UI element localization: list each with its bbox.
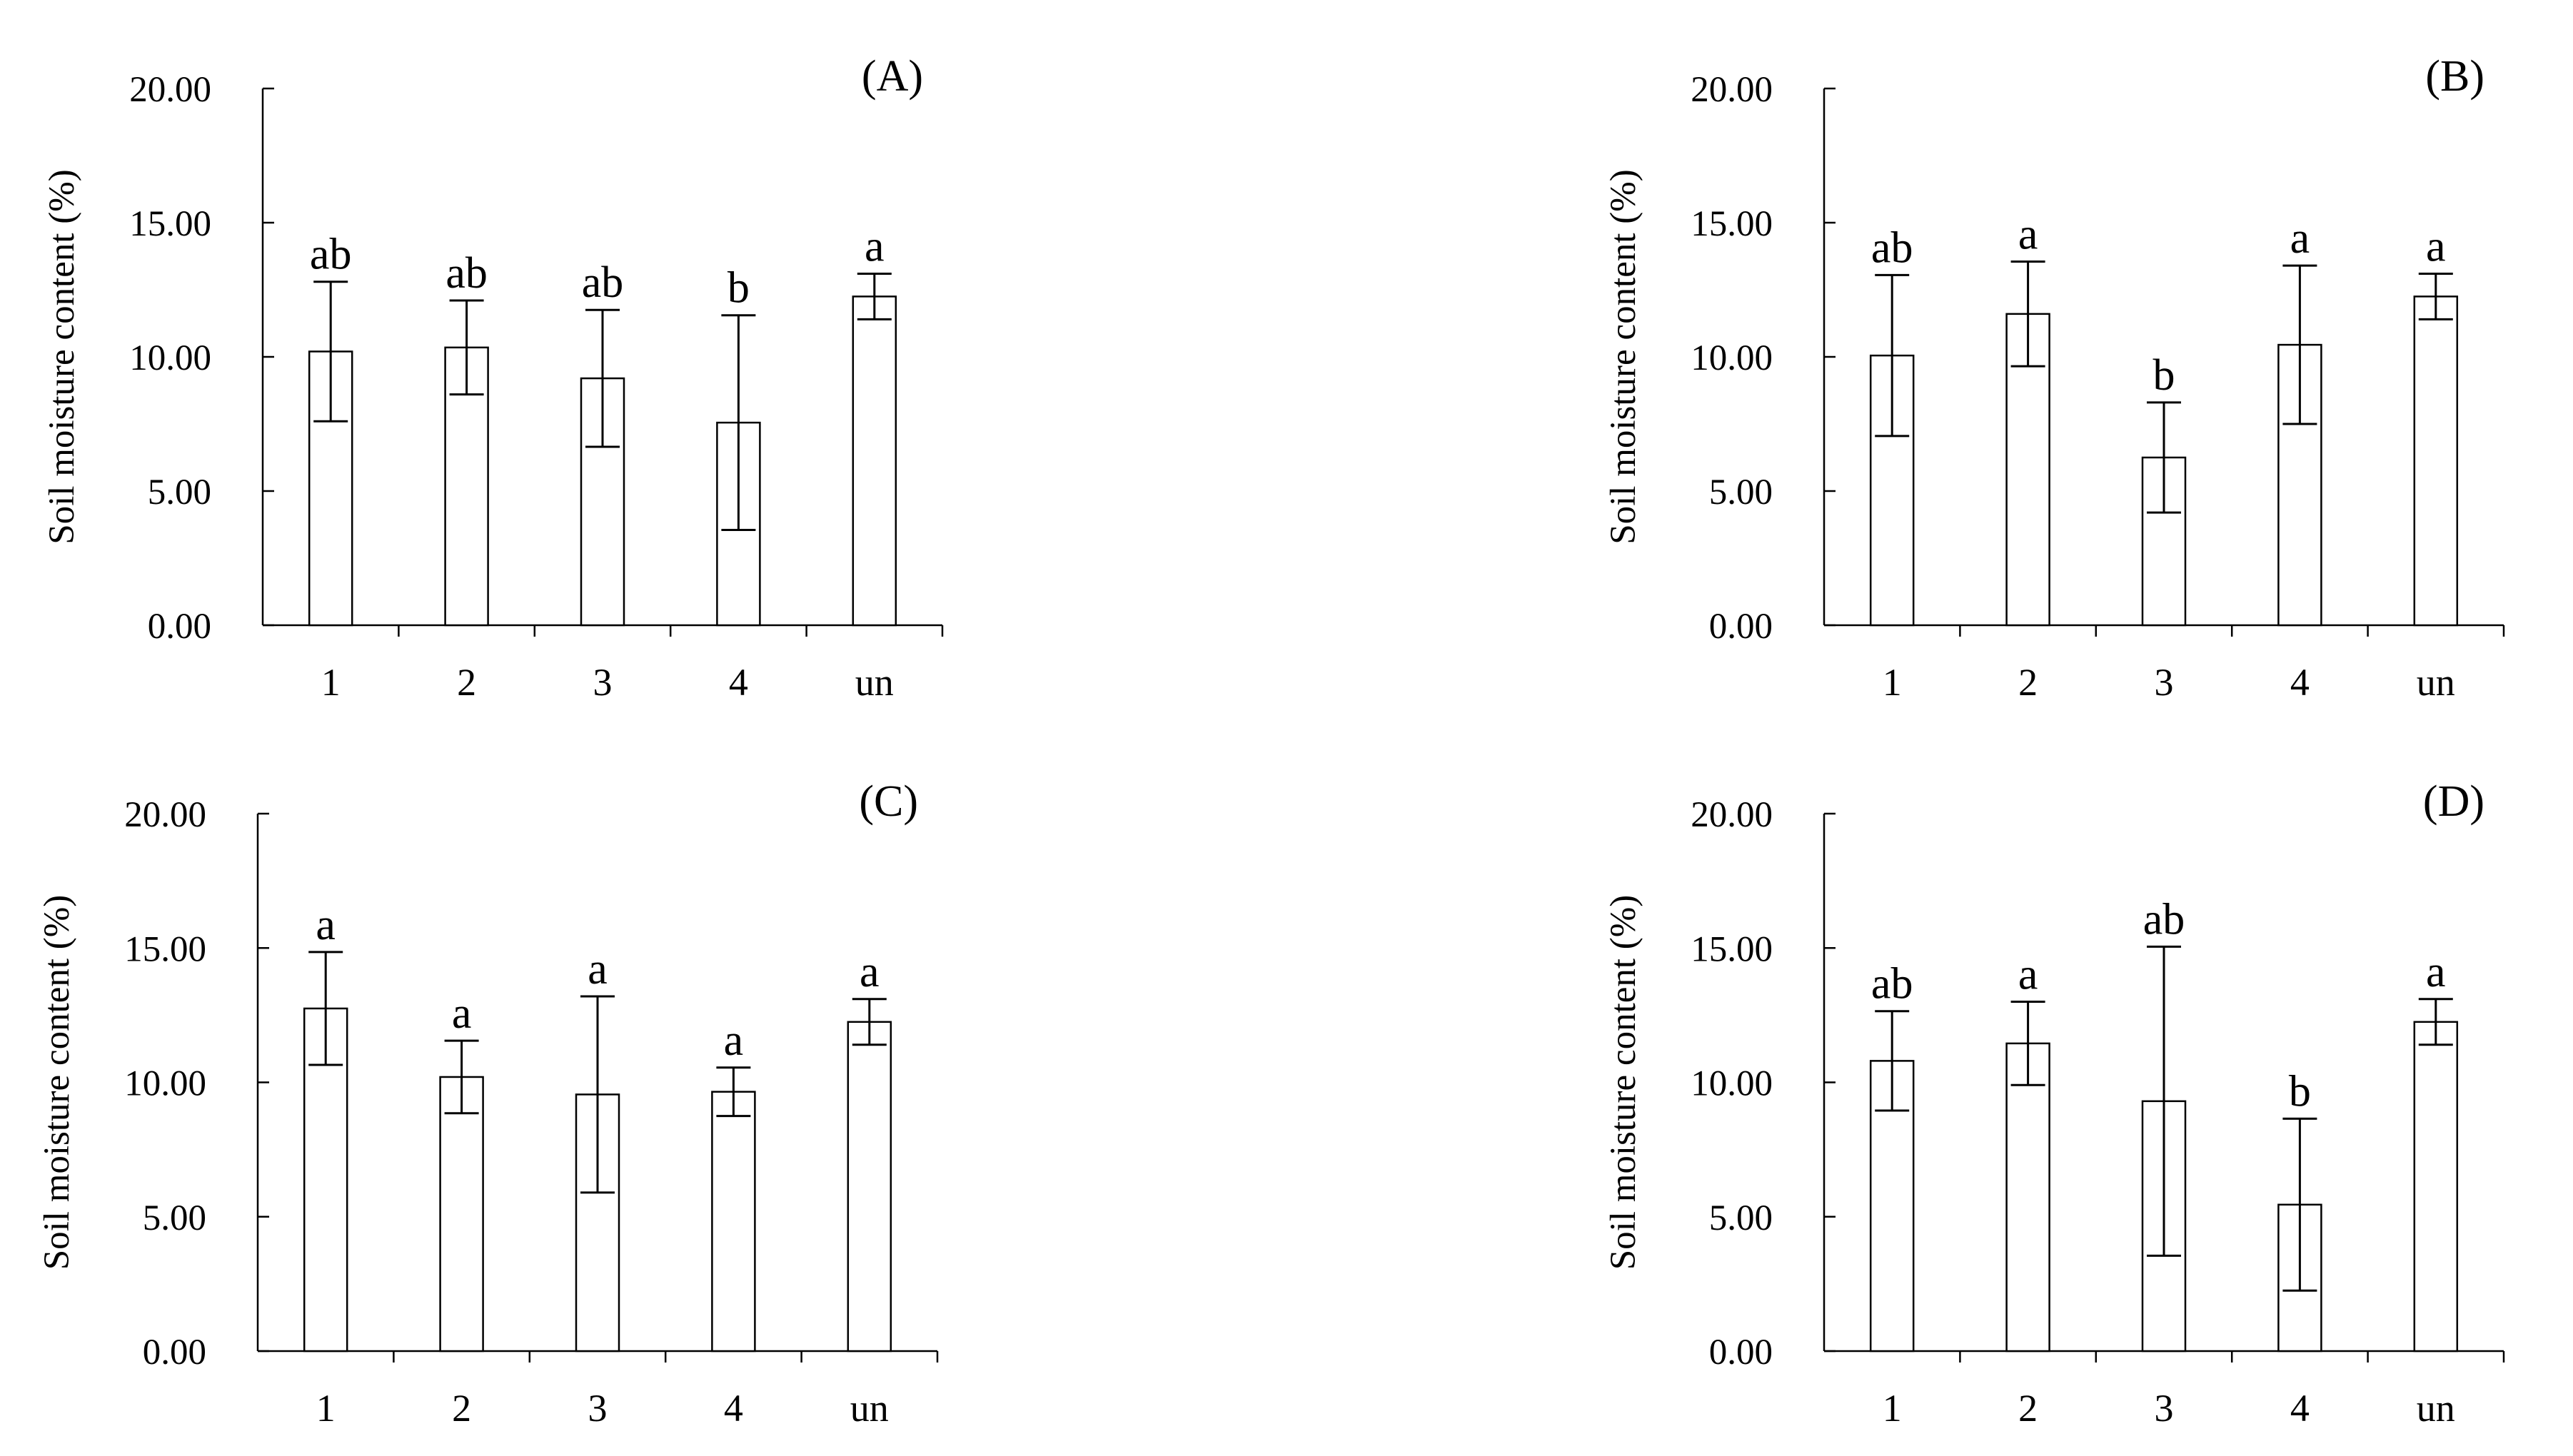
x-tick-label: 2	[452, 1387, 471, 1430]
y-tick-label: 0.00	[148, 607, 211, 647]
bar	[852, 295, 897, 627]
y-tick-label: 5.00	[1709, 472, 1773, 512]
bar	[711, 1091, 756, 1353]
bar	[2413, 295, 2459, 627]
panel-title: (A)	[862, 52, 923, 101]
y-tick-label: 20.00	[1691, 70, 1773, 110]
x-tick-label: 3	[2155, 661, 2174, 704]
y-tick-label: 5.00	[148, 472, 211, 512]
bar	[2005, 1042, 2050, 1353]
significance-letter: a	[2290, 214, 2310, 263]
x-tick-label: 2	[2018, 661, 2038, 704]
significance-letter: ab	[1871, 223, 1913, 272]
bar	[2413, 1021, 2459, 1353]
x-tick-label: 4	[729, 661, 748, 704]
panel-title: (C)	[859, 777, 918, 826]
significance-letter: a	[2426, 222, 2446, 271]
panel-title: (B)	[2425, 52, 2484, 101]
y-tick-label: 0.00	[1709, 607, 1773, 647]
significance-letter: a	[860, 948, 880, 996]
y-tick-label: 15.00	[1691, 204, 1773, 244]
significance-letter: ab	[2143, 895, 2185, 944]
significance-letter: ab	[310, 231, 352, 279]
y-axis-title: Soil moisture content (%)	[1603, 895, 1643, 1270]
y-tick-label: 15.00	[124, 929, 206, 969]
significance-letter: b	[2153, 351, 2175, 400]
x-tick-label: 3	[2155, 1387, 2174, 1430]
y-axis-title: Soil moisture content (%)	[37, 895, 77, 1270]
x-tick-label: 3	[593, 661, 613, 704]
significance-letter: b	[727, 264, 750, 313]
x-tick-label: 2	[2018, 1387, 2038, 1430]
x-tick-label: 1	[1883, 1387, 1902, 1430]
significance-letter: ab	[582, 258, 624, 307]
significance-letter: a	[724, 1016, 744, 1065]
chart-panel-3: 0.00 5.00 10.00 15.00 20.00 Soil moisture con…	[37, 777, 939, 1430]
y-axis-title: Soil moisture content (%)	[1603, 169, 1643, 545]
x-tick-label: 4	[724, 1387, 743, 1430]
y-tick-label: 10.00	[124, 1064, 206, 1104]
y-tick-label: 0.00	[1709, 1333, 1773, 1372]
y-tick-label: 10.00	[1691, 1064, 1773, 1104]
significance-letter: a	[588, 945, 608, 994]
chart-panel-1: 0.00 5.00 10.00 15.00 20.00 Soil moisture con…	[42, 52, 944, 704]
y-tick-label: 0.00	[143, 1333, 206, 1372]
significance-letter: a	[865, 222, 885, 271]
y-tick-label: 20.00	[124, 795, 206, 835]
chart-panel-4: 0.00 5.00 10.00 15.00 20.00 Soil moisture con…	[1603, 777, 2505, 1430]
significance-letter: a	[316, 901, 336, 949]
bar	[439, 1076, 484, 1353]
significance-letter: a	[2018, 211, 2038, 259]
x-tick-label: 2	[457, 661, 476, 704]
y-tick-label: 15.00	[1691, 929, 1773, 969]
y-tick-label: 20.00	[1691, 795, 1773, 835]
y-tick-label: 5.00	[1709, 1198, 1773, 1238]
panel-title: (D)	[2423, 777, 2484, 826]
x-tick-label: un	[2417, 661, 2455, 704]
y-axis-title: Soil moisture content (%)	[42, 169, 82, 545]
bar	[847, 1021, 892, 1353]
x-tick-label: 1	[1883, 661, 1902, 704]
y-tick-label: 15.00	[129, 204, 211, 244]
significance-letter: a	[2426, 948, 2446, 996]
significance-letter: a	[2018, 951, 2038, 999]
y-tick-label: 10.00	[1691, 338, 1773, 378]
chart-panel-2: 0.00 5.00 10.00 15.00 20.00 Soil moisture con…	[1603, 52, 2505, 704]
x-tick-label: 3	[588, 1387, 608, 1430]
x-tick-label: un	[2417, 1387, 2455, 1430]
bar	[308, 350, 353, 627]
significance-letter: ab	[1871, 960, 1913, 1008]
significance-letter: b	[2289, 1067, 2311, 1116]
y-tick-label: 5.00	[143, 1198, 206, 1238]
significance-letter: a	[452, 989, 472, 1038]
y-tick-label: 20.00	[129, 70, 211, 110]
x-tick-label: 1	[321, 661, 341, 704]
x-tick-label: 4	[2290, 661, 2310, 704]
x-tick-label: 4	[2290, 1387, 2310, 1430]
x-tick-label: un	[855, 661, 894, 704]
significance-letter: ab	[445, 249, 488, 298]
x-tick-label: 1	[316, 1387, 336, 1430]
x-tick-label: un	[850, 1387, 889, 1430]
y-tick-label: 10.00	[129, 338, 211, 378]
